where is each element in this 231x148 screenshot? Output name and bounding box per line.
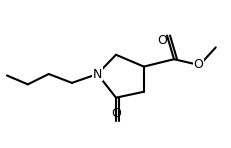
Text: O: O <box>193 58 202 71</box>
Text: O: O <box>111 107 120 120</box>
Text: N: N <box>92 67 102 81</box>
Text: O: O <box>157 34 167 47</box>
